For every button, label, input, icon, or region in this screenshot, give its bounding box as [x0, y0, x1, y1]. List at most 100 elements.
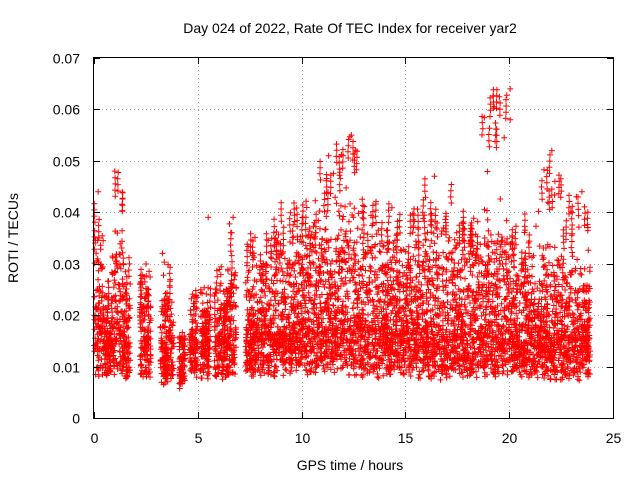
data-point: [259, 272, 266, 279]
data-point: [335, 269, 342, 276]
data-point: [217, 271, 224, 278]
data-point: [263, 249, 270, 256]
data-point: [145, 292, 152, 299]
data-point: [111, 356, 117, 363]
data-point: [105, 290, 112, 297]
data-point: [95, 373, 102, 380]
data-point: [113, 257, 120, 264]
data-point: [413, 273, 420, 280]
data-point: [216, 317, 223, 324]
data-point: [290, 234, 297, 241]
data-point: [299, 287, 306, 294]
data-point: [286, 319, 293, 326]
data-point: [200, 339, 207, 345]
data-point: [141, 326, 148, 333]
data-point: [145, 286, 152, 293]
data-point: [116, 261, 123, 268]
data-point: [214, 363, 221, 370]
data-point: [271, 369, 278, 376]
data-point: [112, 193, 119, 200]
data-point: [119, 366, 126, 373]
data-point: [193, 374, 200, 381]
data-point: [232, 272, 238, 279]
data-point: [340, 213, 347, 220]
data-point: [343, 184, 350, 191]
data-point: [267, 358, 274, 364]
data-point: [98, 265, 105, 272]
data-point: [333, 349, 339, 356]
data-point: [317, 278, 324, 284]
data-point: [268, 255, 275, 262]
data-point: [470, 262, 477, 269]
data-point: [316, 336, 323, 343]
data-point: [351, 372, 358, 379]
data-point: [259, 344, 266, 351]
data-point: [350, 329, 357, 336]
data-point: [147, 352, 154, 359]
data-point: [359, 202, 366, 209]
data-point: [324, 343, 331, 349]
data-point: [112, 180, 119, 187]
data-point: [324, 207, 331, 214]
data-point: [355, 330, 362, 337]
data-point: [354, 148, 361, 155]
data-point: [359, 196, 366, 203]
data-point: [122, 289, 129, 296]
data-point: [227, 341, 234, 348]
data-point: [328, 346, 335, 353]
data-point: [162, 370, 169, 377]
data-point: [114, 365, 121, 372]
data-point: [319, 236, 326, 243]
data-point: [96, 354, 102, 361]
data-point: [220, 364, 227, 371]
data-point: [125, 267, 132, 274]
data-point: [177, 379, 184, 386]
data-point: [447, 193, 454, 200]
data-point: [295, 251, 302, 257]
data-point: [357, 234, 364, 240]
data-point: [324, 195, 331, 202]
data-point: [275, 300, 282, 307]
data-point: [322, 226, 329, 233]
data-point: [270, 312, 277, 319]
data-point: [270, 336, 276, 343]
data-point: [119, 189, 126, 196]
data-point: [143, 308, 150, 315]
data-point: [446, 234, 453, 241]
data-point: [300, 272, 307, 279]
data-point: [115, 309, 122, 316]
data-point: [242, 343, 249, 350]
data-point: [298, 310, 305, 317]
data-point: [250, 256, 256, 263]
data-point: [442, 231, 449, 238]
data-point: [321, 196, 328, 203]
data-point: [213, 280, 220, 286]
data-point: [299, 344, 306, 351]
data-point: [211, 327, 218, 333]
data-point: [199, 343, 206, 350]
data-point: [298, 264, 305, 271]
data-point: [348, 270, 355, 277]
data-point: [164, 378, 171, 385]
data-point: [259, 318, 266, 325]
data-point: [99, 232, 106, 239]
data-point: [338, 266, 345, 272]
data-point: [158, 344, 165, 351]
data-point: [311, 330, 318, 337]
data-point: [217, 350, 224, 357]
data-point: [137, 272, 144, 279]
data-point: [247, 237, 254, 243]
data-point: [198, 345, 205, 351]
data-point: [460, 208, 467, 215]
data-point: [319, 328, 326, 335]
data-point: [177, 339, 184, 346]
data-point: [351, 314, 358, 321]
data-point: [108, 305, 115, 312]
data-point: [95, 267, 102, 274]
data-point: [207, 304, 214, 311]
data-point: [427, 199, 434, 206]
data-point: [115, 169, 122, 176]
data-point: [119, 293, 126, 300]
data-point: [187, 367, 194, 374]
